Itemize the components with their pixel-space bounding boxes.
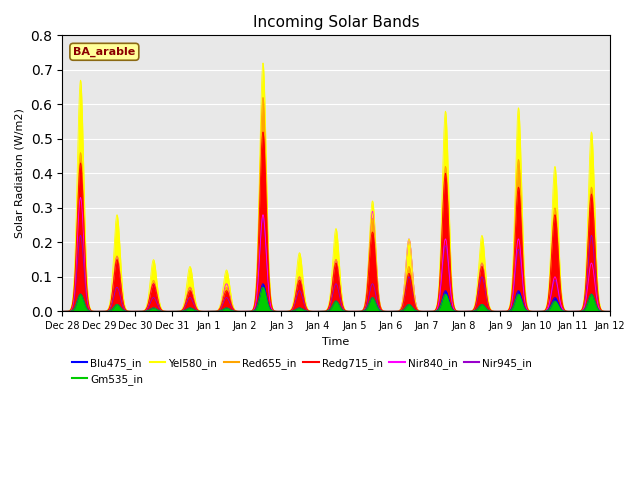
Title: Incoming Solar Bands: Incoming Solar Bands <box>253 15 419 30</box>
Text: BA_arable: BA_arable <box>73 47 136 57</box>
Legend: Blu475_in, Gm535_in, Yel580_in, Red655_in, Redg715_in, Nir840_in, Nir945_in: Blu475_in, Gm535_in, Yel580_in, Red655_i… <box>67 354 536 389</box>
Y-axis label: Solar Radiation (W/m2): Solar Radiation (W/m2) <box>15 108 25 238</box>
X-axis label: Time: Time <box>323 336 349 347</box>
